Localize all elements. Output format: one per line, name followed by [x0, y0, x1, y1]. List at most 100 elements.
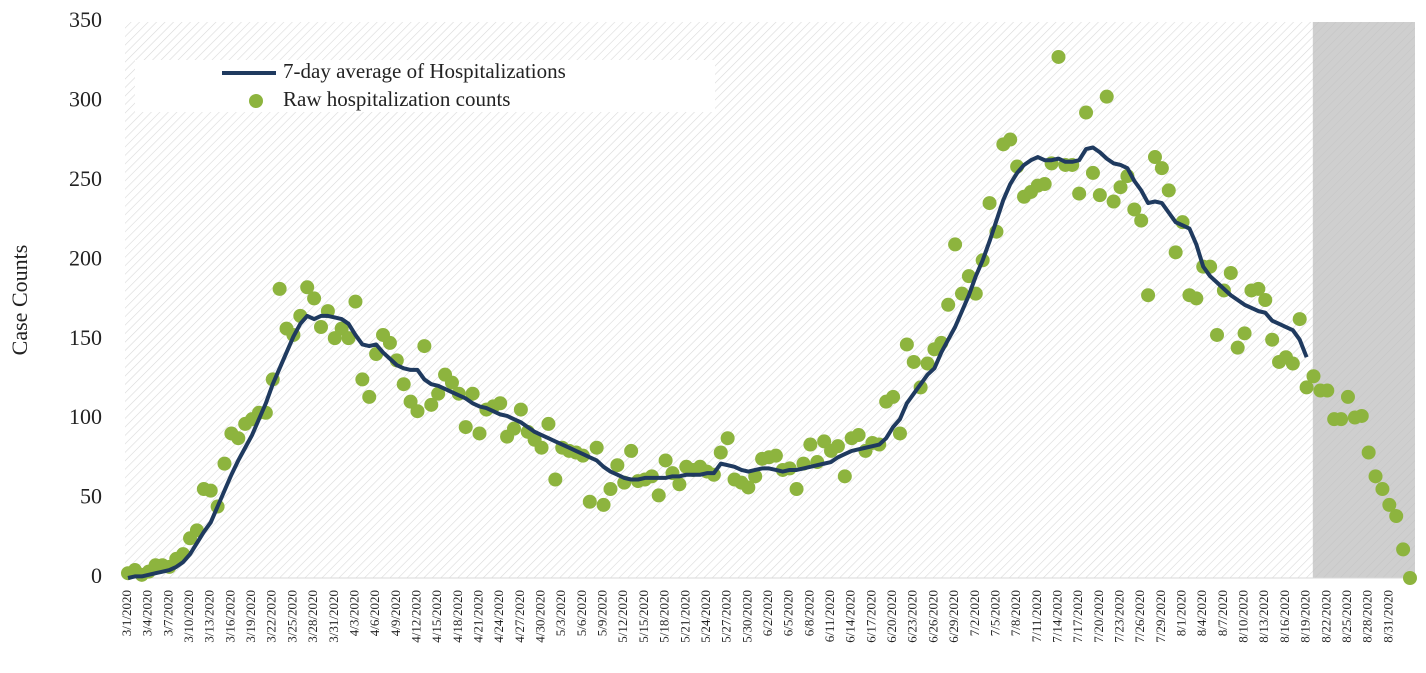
raw-point	[1403, 571, 1417, 585]
raw-point	[431, 386, 446, 401]
raw-point	[1037, 177, 1052, 192]
legend-background	[135, 60, 715, 112]
raw-point	[1361, 445, 1376, 460]
raw-point	[355, 372, 370, 387]
raw-point	[506, 421, 521, 436]
raw-point	[1168, 245, 1183, 260]
raw-point	[920, 356, 935, 371]
x-tick-label: 8/28/2020	[1360, 590, 1375, 643]
raw-point	[720, 431, 735, 446]
raw-point	[1396, 542, 1411, 557]
raw-point	[1113, 180, 1128, 195]
x-tick-label: 3/10/2020	[181, 590, 196, 643]
raw-point	[1389, 509, 1404, 524]
legend-swatch	[249, 94, 263, 108]
y-tick-label: 100	[69, 404, 102, 429]
raw-point	[941, 297, 956, 312]
y-tick-label: 150	[69, 325, 102, 350]
raw-point	[589, 440, 604, 455]
x-tick-label: 8/25/2020	[1339, 590, 1354, 643]
raw-point	[1072, 186, 1087, 201]
x-tick-label: 5/30/2020	[739, 590, 754, 643]
raw-point	[658, 453, 673, 468]
raw-point	[582, 494, 597, 509]
raw-point	[231, 431, 246, 446]
raw-point	[362, 389, 377, 404]
raw-point	[948, 237, 963, 252]
x-tick-label: 3/1/2020	[119, 590, 134, 636]
raw-point	[954, 286, 969, 301]
raw-point	[768, 448, 783, 463]
shaded-region	[1312, 22, 1415, 578]
x-tick-label: 5/21/2020	[677, 590, 692, 643]
x-tick-label: 7/5/2020	[987, 590, 1002, 636]
x-tick-label: 4/21/2020	[471, 590, 486, 643]
x-tick-label: 4/27/2020	[512, 590, 527, 643]
raw-point	[534, 440, 549, 455]
raw-point	[410, 404, 425, 419]
x-tick-label: 8/7/2020	[1215, 590, 1230, 636]
raw-point	[1334, 412, 1349, 427]
raw-point	[1223, 265, 1238, 280]
x-tick-label: 6/20/2020	[884, 590, 899, 643]
x-tick-label: 8/4/2020	[1194, 590, 1209, 636]
raw-point	[217, 456, 232, 471]
raw-point	[1189, 291, 1204, 306]
raw-point	[513, 402, 528, 417]
x-tick-label: 7/2/2020	[967, 590, 982, 636]
y-tick-label: 350	[69, 7, 102, 32]
x-tick-label: 7/11/2020	[1029, 590, 1044, 642]
raw-point	[837, 469, 852, 484]
x-tick-label: 8/19/2020	[1298, 590, 1313, 643]
x-tick-label: 3/25/2020	[284, 590, 299, 643]
legend-label: 7-day average of Hospitalizations	[283, 59, 566, 83]
y-tick-label: 300	[69, 86, 102, 111]
x-tick-label: 7/20/2020	[1091, 590, 1106, 643]
y-tick-label: 0	[91, 563, 102, 588]
average-line	[127, 145, 1309, 580]
raw-point	[203, 483, 218, 498]
raw-point	[1154, 161, 1169, 176]
x-tick-label: 5/27/2020	[719, 590, 734, 643]
x-tick-label: 7/14/2020	[1049, 590, 1064, 643]
raw-point	[548, 472, 563, 487]
raw-point	[382, 335, 397, 350]
raw-point	[1258, 293, 1273, 307]
x-tick-label: 5/6/2020	[574, 590, 589, 636]
x-tick-label: 4/15/2020	[429, 590, 444, 643]
y-tick-label: 200	[69, 245, 102, 270]
x-tick-label: 4/3/2020	[346, 590, 361, 636]
raw-point	[444, 375, 459, 390]
x-tick-label: 5/9/2020	[595, 590, 610, 636]
x-tick-label: 6/23/2020	[905, 590, 920, 643]
raw-point	[886, 389, 901, 404]
x-tick-label: 3/7/2020	[160, 590, 175, 636]
raw-point	[596, 497, 611, 512]
x-tick-label: 5/15/2020	[636, 590, 651, 643]
x-tick-label: 4/12/2020	[408, 590, 423, 643]
raw-point	[1368, 469, 1383, 484]
raw-point	[1210, 327, 1225, 342]
x-tick-label: 4/9/2020	[388, 590, 403, 636]
raw-point	[1106, 194, 1121, 209]
raw-point	[906, 354, 921, 369]
x-tick-label: 4/18/2020	[450, 590, 465, 643]
x-tick-label: 7/8/2020	[1008, 590, 1023, 636]
raw-point	[1375, 482, 1390, 497]
x-tick-label: 5/18/2020	[657, 590, 672, 643]
x-tick-label: 8/16/2020	[1277, 590, 1292, 643]
x-tick-label: 7/26/2020	[1132, 590, 1147, 643]
raw-point	[1292, 312, 1307, 327]
x-tick-label: 3/16/2020	[222, 590, 237, 643]
raw-point	[1299, 380, 1314, 395]
x-tick-label: 8/1/2020	[1174, 590, 1189, 636]
x-tick-label: 3/28/2020	[305, 590, 320, 643]
raw-point	[851, 428, 866, 443]
raw-point	[1127, 202, 1142, 217]
raw-point	[300, 280, 315, 295]
x-tick-label: 3/22/2020	[264, 590, 279, 643]
raw-point	[741, 480, 756, 495]
raw-point	[1285, 356, 1300, 371]
raw-point	[472, 426, 487, 441]
raw-point	[624, 443, 639, 458]
